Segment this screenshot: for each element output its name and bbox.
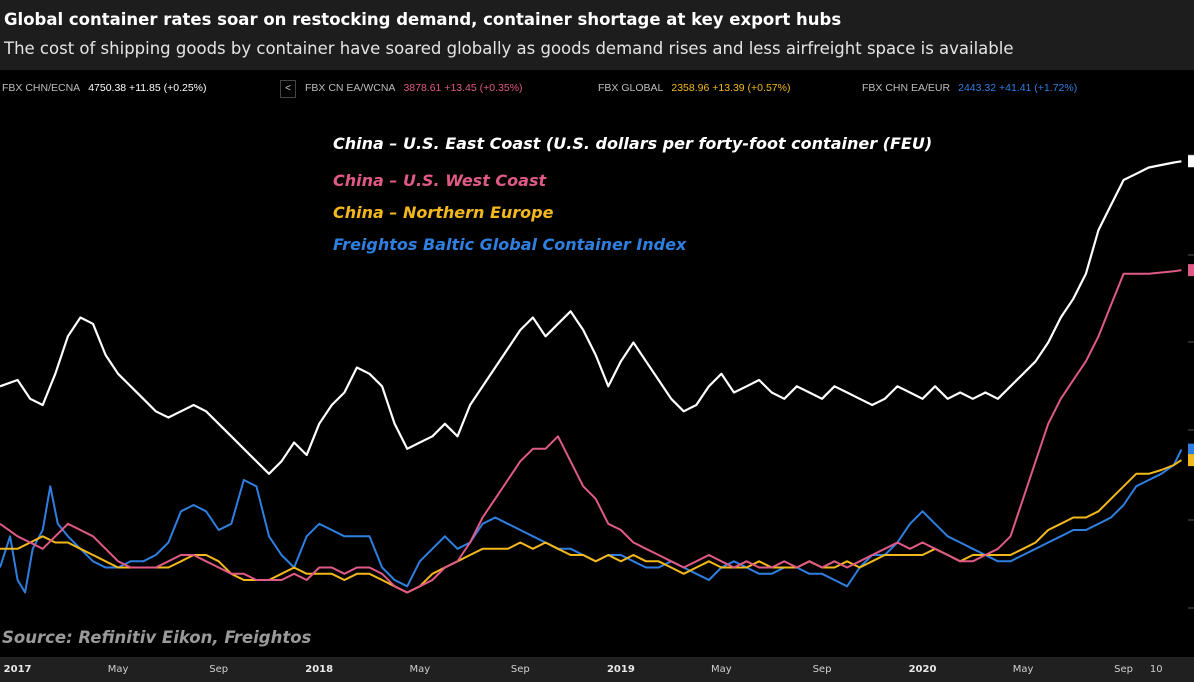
x-tick-label: 2018 xyxy=(305,664,334,675)
series-end-marker-northern-europe xyxy=(1188,454,1194,467)
x-tick-label: Sep xyxy=(209,664,229,675)
series-line-west-coast xyxy=(0,269,1182,594)
x-tick-label: Sep xyxy=(510,664,530,675)
ticker-bar: FBX CHN/ECNA 4750.38 +11.85 (+0.25%) < FB… xyxy=(0,76,1194,102)
x-tick-label: 2017 xyxy=(3,664,32,675)
x-tick-label: Sep xyxy=(1114,664,1134,675)
ticker-item[interactable]: FBX CHN EA/EUR 2443.32 +41.41 (+1.72%) xyxy=(862,82,1077,94)
ticker-item[interactable]: FBX CN EA/WCNA 3878.61 +13.45 (+0.35%) xyxy=(305,82,523,94)
ticker-value: 3878.61 +13.45 (+0.35%) xyxy=(403,82,523,94)
ticker-name: FBX CHN/ECNA xyxy=(2,82,81,94)
series-line-global-index xyxy=(0,449,1183,594)
ticker-name: FBX CN EA/WCNA xyxy=(305,82,396,94)
header-bar: Global container rates soar on restockin… xyxy=(0,0,1194,70)
ticker-value: 2358.96 +13.39 (+0.57%) xyxy=(671,82,791,94)
x-tick-label: 2019 xyxy=(606,664,635,675)
x-tick-label: May xyxy=(1012,664,1034,675)
ticker-name: FBX GLOBAL xyxy=(598,82,664,94)
ticker-name: FBX CHN EA/EUR xyxy=(862,82,951,94)
x-tick-label: May xyxy=(711,664,732,675)
series-line-east-coast xyxy=(0,160,1182,475)
ticker-chevron-icon[interactable]: < xyxy=(280,80,296,98)
x-tick-label: Sep xyxy=(812,664,832,675)
x-axis-bar xyxy=(0,657,1194,682)
legend-entry-east-coast: China – U.S. East Coast (U.S. dollars pe… xyxy=(333,134,933,153)
source-note: Source: Refinitiv Eikon, Freightos xyxy=(2,628,312,647)
ticker-item[interactable]: FBX CHN/ECNA 4750.38 +11.85 (+0.25%) xyxy=(2,82,207,94)
legend-entry-global-index: Freightos Baltic Global Container Index xyxy=(333,235,687,254)
ticker-value: 4750.38 +11.85 (+0.25%) xyxy=(88,82,207,94)
ticker-value: 2443.32 +41.41 (+1.72%) xyxy=(958,82,1078,94)
legend-entry-northern-europe: China – Northern Europe xyxy=(333,203,554,222)
subheadline: The cost of shipping goods by container … xyxy=(4,39,1014,58)
series-end-marker-east-coast xyxy=(1188,155,1194,168)
series-line-northern-europe xyxy=(0,459,1182,594)
ticker-item[interactable]: FBX GLOBAL 2358.96 +13.39 (+0.57%) xyxy=(598,82,790,94)
x-tick-label: May xyxy=(409,664,431,675)
x-tick-label: 10 xyxy=(1149,664,1163,675)
legend-entry-west-coast: China – U.S. West Coast xyxy=(333,171,547,190)
headline: Global container rates soar on restockin… xyxy=(4,10,842,29)
x-tick-label: May xyxy=(107,664,129,675)
x-tick-label: 2020 xyxy=(908,664,937,675)
series-end-marker-global-index xyxy=(1188,443,1194,456)
series-end-marker-west-coast xyxy=(1188,264,1194,277)
